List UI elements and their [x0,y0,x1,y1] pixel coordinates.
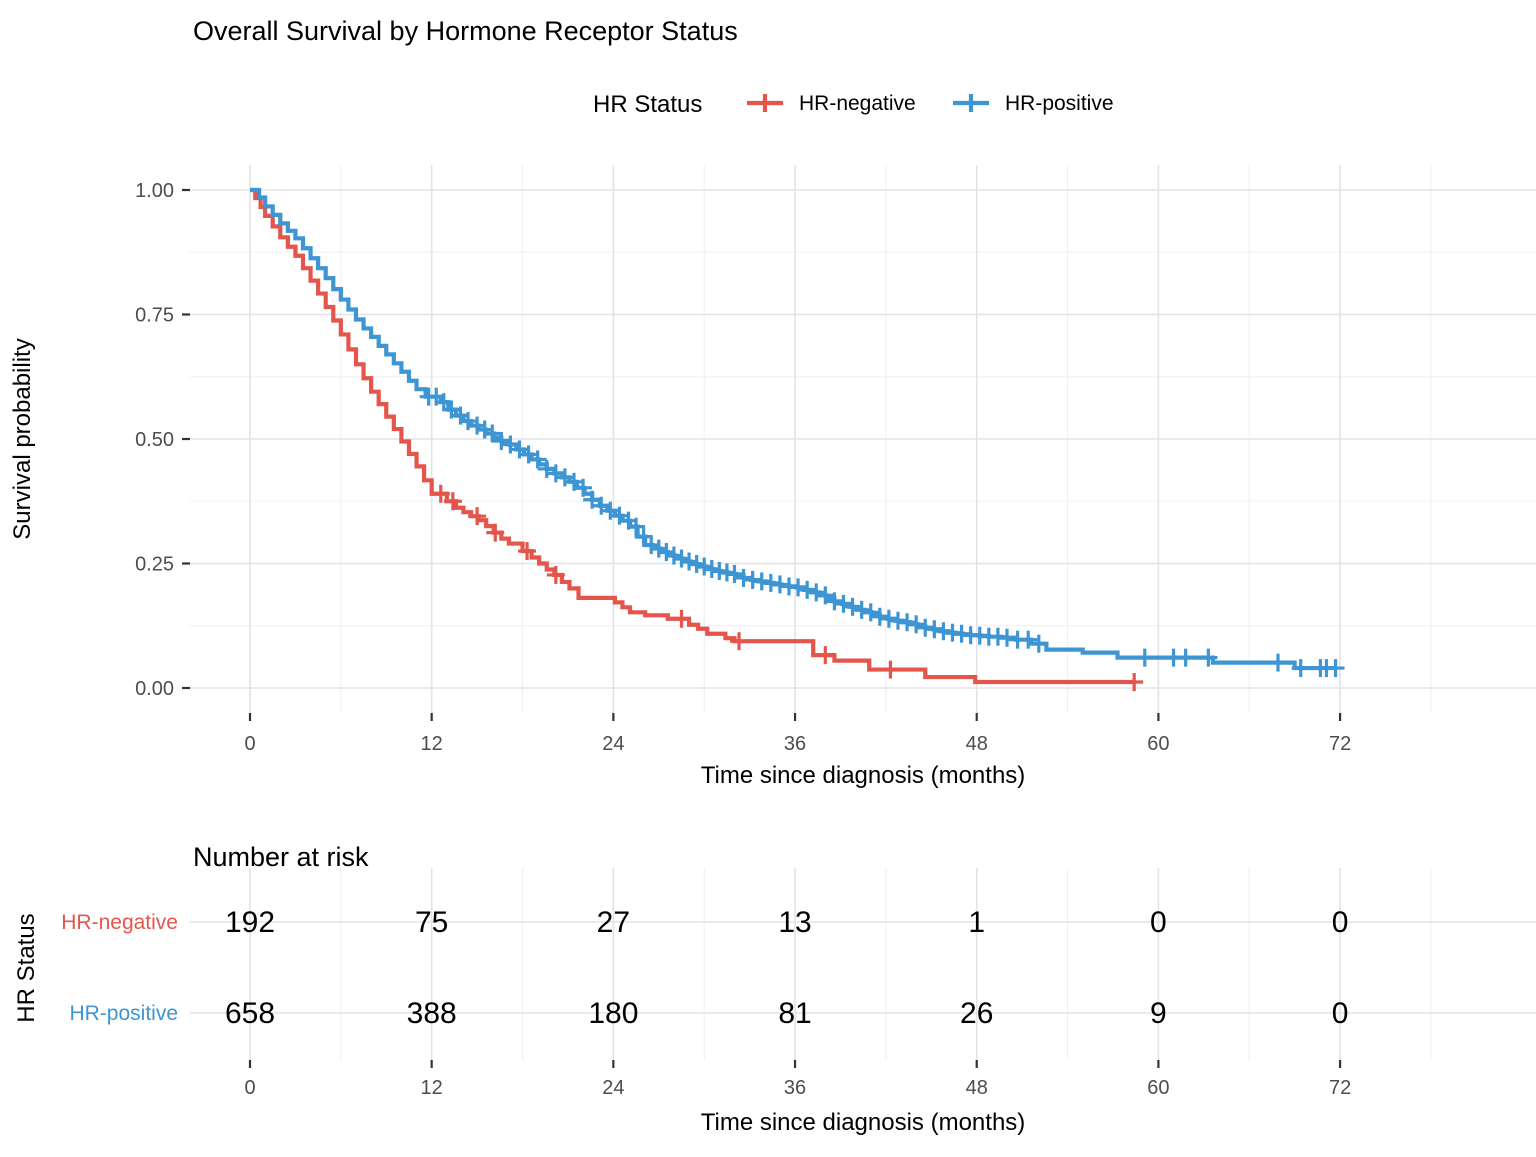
risk-x-tick-labels: 0 12 24 36 48 60 72 [244,1077,1351,1099]
risk-count: 26 [960,997,993,1030]
x-axis-title: Time since diagnosis (months) [701,762,1026,789]
risk-count: 13 [778,906,811,939]
censor-marks [419,387,1345,692]
risk-x-tick-label: 60 [1147,1077,1169,1099]
risk-count: 81 [778,997,811,1030]
risk-x-tick-label: 36 [784,1077,806,1099]
risk-x-tick-label: 12 [421,1077,443,1099]
x-tick-label: 36 [784,733,806,755]
risk-count: 658 [225,997,275,1030]
risk-x-tick-label: 24 [602,1077,624,1099]
survival-curves [250,187,1338,685]
main-grid-major [190,165,1536,713]
risk-count: 1 [968,906,985,939]
x-tick-label: 72 [1329,733,1351,755]
risk-x-tick-label: 0 [244,1077,255,1099]
risk-count: 388 [407,997,457,1030]
risk-table-x-axis-title: Time since diagnosis (months) [701,1109,1026,1136]
legend: HR Status HR-negative HR-positive [593,91,1114,118]
survival-curve-hr-negative [250,187,1136,685]
y-tick-label: 0.25 [135,554,174,576]
legend-title: HR Status [593,91,702,118]
risk-x-tick-label: 72 [1329,1077,1351,1099]
y-axis-title: Survival probability [9,338,36,539]
risk-count: 0 [1332,906,1349,939]
main-x-tick-labels: 0 12 24 36 48 60 72 [244,733,1351,755]
risk-count: 27 [597,906,630,939]
risk-count: 75 [415,906,448,939]
x-tick-label: 24 [602,733,624,755]
legend-item-hr-positive: HR-positive [953,92,1114,115]
x-tick-label: 60 [1147,733,1169,755]
survival-curve-hr-positive [250,187,1338,671]
y-tick-label: 0.75 [135,305,174,327]
main-axis-ticks [182,188,1342,721]
chart-title: Overall Survival by Hormone Receptor Sta… [193,16,738,46]
main-y-tick-labels: 1.00 0.75 0.50 0.25 0.00 [135,180,174,700]
risk-x-tick-label: 48 [966,1077,988,1099]
risk-table-grid [190,868,1536,1060]
risk-table-title: Number at risk [193,842,369,872]
risk-row-label-hr-negative: HR-negative [61,911,178,934]
x-tick-label: 0 [244,733,255,755]
x-tick-label: 48 [966,733,988,755]
risk-axis-ticks [248,1060,1342,1068]
risk-count: 180 [588,997,638,1030]
y-tick-label: 1.00 [135,180,174,202]
risk-table-numbers: 192 75 27 13 1 0 0 658 388 180 81 26 9 0 [225,906,1348,1030]
risk-count: 0 [1332,997,1349,1030]
risk-count: 9 [1150,997,1167,1030]
risk-table-y-axis-title: HR Status [13,913,40,1022]
legend-label-hr-positive: HR-positive [1005,92,1114,115]
y-tick-label: 0.50 [135,429,174,451]
risk-count: 192 [225,906,275,939]
risk-row-label-hr-positive: HR-positive [69,1002,178,1025]
risk-count: 0 [1150,906,1167,939]
legend-label-hr-negative: HR-negative [799,92,916,115]
legend-item-hr-negative: HR-negative [747,92,916,115]
x-tick-label: 12 [421,733,443,755]
y-tick-label: 0.00 [135,678,174,700]
